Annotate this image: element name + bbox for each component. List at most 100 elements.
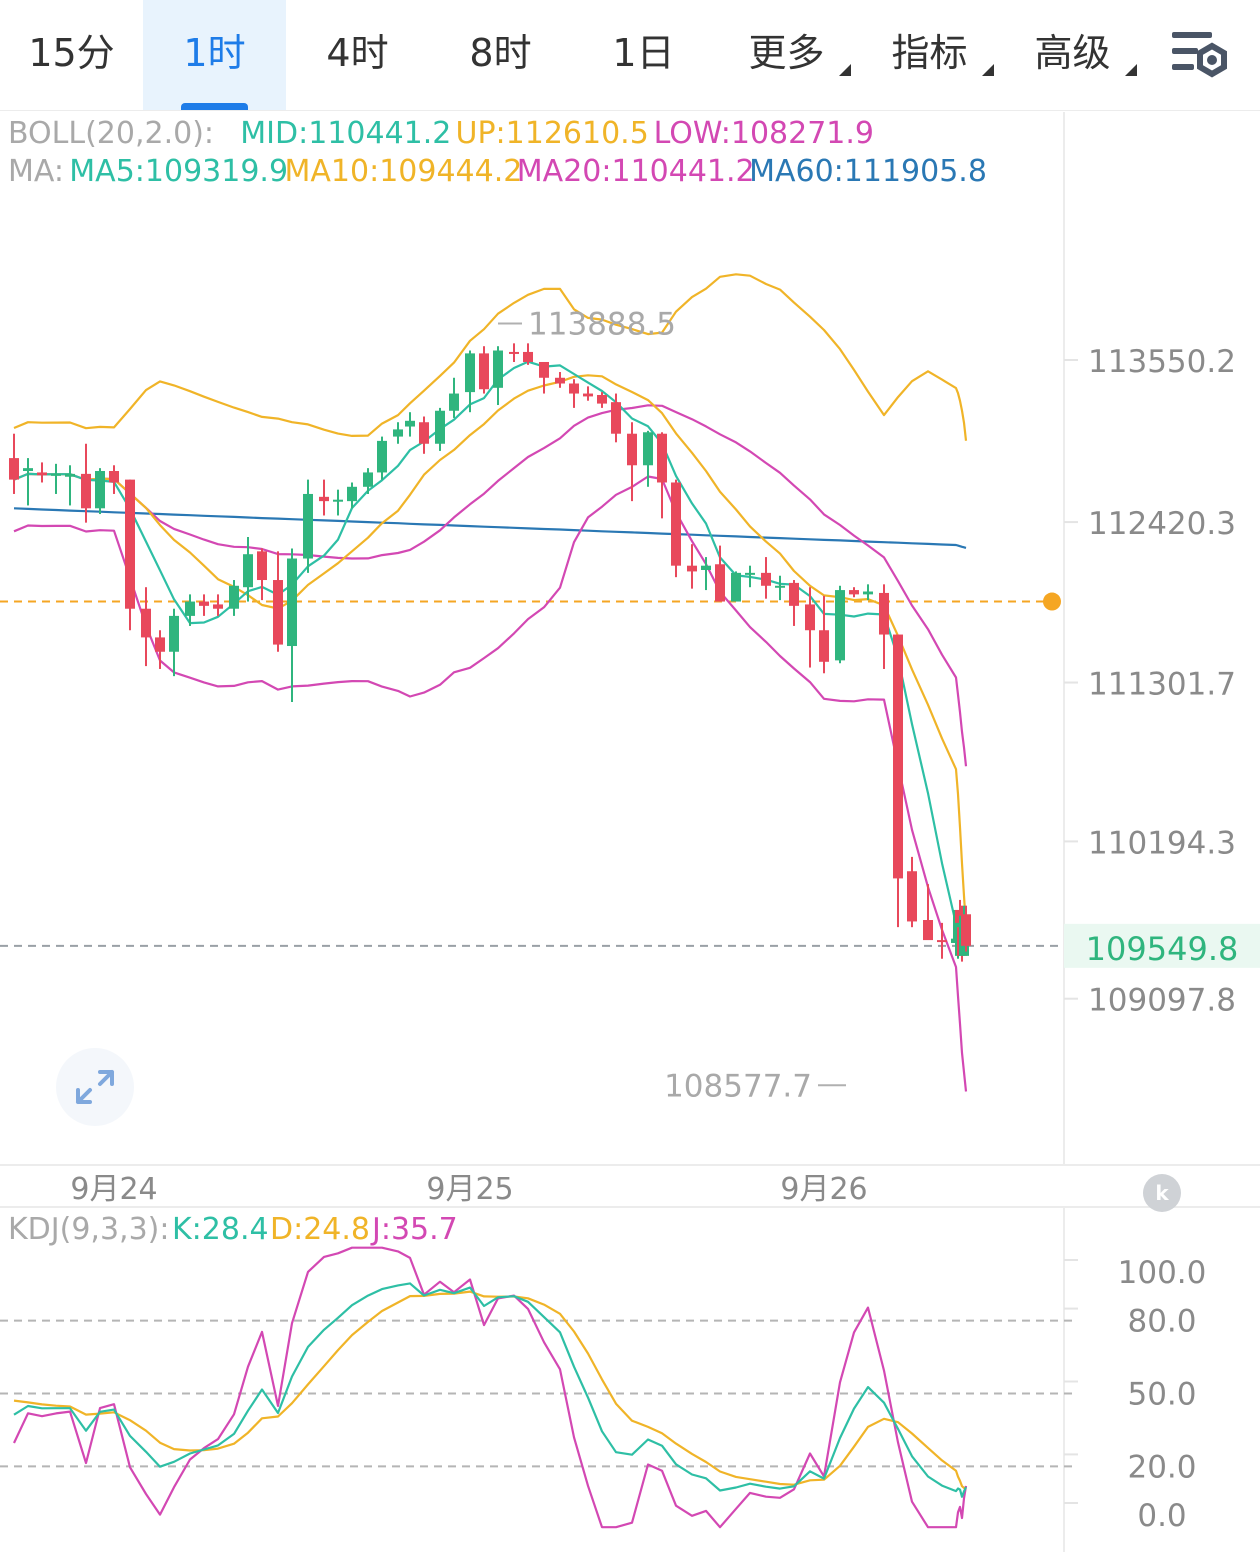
candle-body bbox=[657, 433, 667, 483]
candle-body bbox=[273, 580, 283, 645]
tab-label: 指标 bbox=[891, 31, 968, 75]
ma-label: MA: bbox=[8, 154, 64, 189]
candle-body bbox=[419, 422, 429, 444]
candle-body bbox=[51, 473, 61, 476]
boll-low-value: LOW:108271.9 bbox=[654, 116, 874, 151]
candle-body bbox=[213, 604, 223, 609]
candle-body bbox=[539, 361, 549, 378]
kdj-label: KDJ(9,3,3): bbox=[8, 1212, 169, 1247]
kdj-axis-label: 0.0 bbox=[1137, 1498, 1186, 1534]
candle-body bbox=[229, 585, 239, 609]
candle-body bbox=[863, 591, 873, 595]
candle-body bbox=[627, 433, 637, 466]
candle-body bbox=[835, 590, 845, 661]
candle-body bbox=[155, 637, 165, 652]
candle-body bbox=[479, 353, 489, 390]
candle-body bbox=[583, 393, 593, 397]
candle-body bbox=[731, 572, 741, 602]
tab-0[interactable]: 15分 bbox=[0, 0, 143, 110]
candle-body bbox=[65, 473, 75, 477]
tab-5[interactable]: 更多 bbox=[715, 0, 858, 110]
kdj-axis-label: 20.0 bbox=[1127, 1449, 1196, 1485]
candle-body bbox=[671, 482, 681, 566]
candle-body bbox=[879, 592, 889, 635]
date-label: 9月24 bbox=[70, 1172, 157, 1207]
candle-body bbox=[715, 564, 725, 602]
boll-lower-line bbox=[13, 475, 968, 1092]
dropdown-caret-icon bbox=[839, 64, 851, 76]
price-axis-label: 111301.7 bbox=[1088, 667, 1236, 703]
candle-body bbox=[109, 471, 119, 483]
candle-body bbox=[81, 473, 91, 509]
candle-body bbox=[493, 350, 503, 388]
candle-body bbox=[435, 410, 445, 444]
timeframe-tabs: 15分 1时 4时 8时 1日 更多 指标 高级 bbox=[0, 0, 1260, 111]
candle-body bbox=[937, 940, 947, 943]
alert-dot[interactable] bbox=[1043, 592, 1061, 611]
candle-body bbox=[961, 914, 971, 946]
candle-body bbox=[363, 472, 373, 487]
candle-body bbox=[893, 634, 903, 879]
kdj-k-value: K:28.4 bbox=[172, 1212, 269, 1247]
candle-body bbox=[347, 486, 357, 502]
candle-body bbox=[953, 909, 963, 943]
chart-settings-icon[interactable] bbox=[1168, 24, 1232, 84]
candle-body bbox=[141, 608, 151, 638]
tab-label: 1日 bbox=[612, 31, 675, 75]
candle-body bbox=[95, 471, 105, 509]
candle-body bbox=[701, 565, 711, 570]
candle-body bbox=[377, 440, 387, 473]
kdj-j-value: J:35.7 bbox=[370, 1212, 458, 1247]
candle-body bbox=[333, 499, 343, 502]
candle-body bbox=[687, 565, 697, 572]
candle-body bbox=[789, 582, 799, 606]
candle-body bbox=[319, 496, 329, 502]
candle-body bbox=[643, 432, 653, 466]
candle-body bbox=[405, 420, 415, 427]
ma60-value: MA60:111905.8 bbox=[749, 154, 987, 189]
tab-3[interactable]: 8时 bbox=[429, 0, 572, 110]
price-axis-label: 113550.2 bbox=[1088, 344, 1236, 380]
candle-body bbox=[303, 493, 313, 559]
scroll-to-latest-button[interactable]: k bbox=[1143, 1174, 1181, 1212]
tab-1[interactable]: 1时 bbox=[143, 0, 286, 110]
kdj-j-line bbox=[13, 1246, 968, 1529]
ma5-value: MA5:109319.9 bbox=[69, 154, 288, 189]
ma10-line bbox=[13, 374, 968, 928]
candle-body bbox=[199, 601, 209, 606]
dropdown-caret-icon bbox=[1125, 64, 1137, 76]
candle-body bbox=[9, 458, 19, 480]
candle-body bbox=[393, 429, 403, 437]
candle-body bbox=[569, 383, 579, 394]
tab-label: 4时 bbox=[326, 31, 389, 75]
date-label: 9月25 bbox=[426, 1172, 513, 1207]
tab-label: 1时 bbox=[183, 31, 246, 75]
tab-7[interactable]: 高级 bbox=[1001, 0, 1144, 110]
ma20-line bbox=[13, 404, 968, 767]
expand-chart-button[interactable] bbox=[56, 1048, 134, 1126]
date-label: 9月26 bbox=[780, 1172, 867, 1207]
kdj-axis-label: 100.0 bbox=[1118, 1255, 1207, 1291]
ma10-value: MA10:109444.2 bbox=[285, 154, 523, 189]
dropdown-caret-icon bbox=[982, 64, 994, 76]
candle-body bbox=[775, 585, 785, 588]
price-axis-label: 112420.3 bbox=[1088, 506, 1236, 542]
candle-body bbox=[597, 394, 607, 404]
candle-body bbox=[761, 572, 771, 586]
candle-body bbox=[185, 601, 195, 616]
candle-body bbox=[849, 590, 859, 595]
tab-2[interactable]: 4时 bbox=[286, 0, 429, 110]
candle-body bbox=[243, 554, 253, 588]
price-axis-label: 109097.8 bbox=[1088, 983, 1236, 1019]
high-price-label: 113888.5 bbox=[528, 306, 676, 342]
candle-body bbox=[907, 871, 917, 922]
tab-4[interactable]: 1日 bbox=[572, 0, 715, 110]
candle-body bbox=[287, 558, 297, 647]
current-price-badge bbox=[1064, 923, 1260, 968]
boll-mid-value: MID:110441.2 bbox=[240, 116, 451, 151]
price-axis-label: 110194.3 bbox=[1088, 825, 1236, 861]
kdj-k-line bbox=[13, 1282, 967, 1498]
boll-label: BOLL(20,2.0): bbox=[8, 116, 214, 151]
tab-6[interactable]: 指标 bbox=[858, 0, 1001, 110]
